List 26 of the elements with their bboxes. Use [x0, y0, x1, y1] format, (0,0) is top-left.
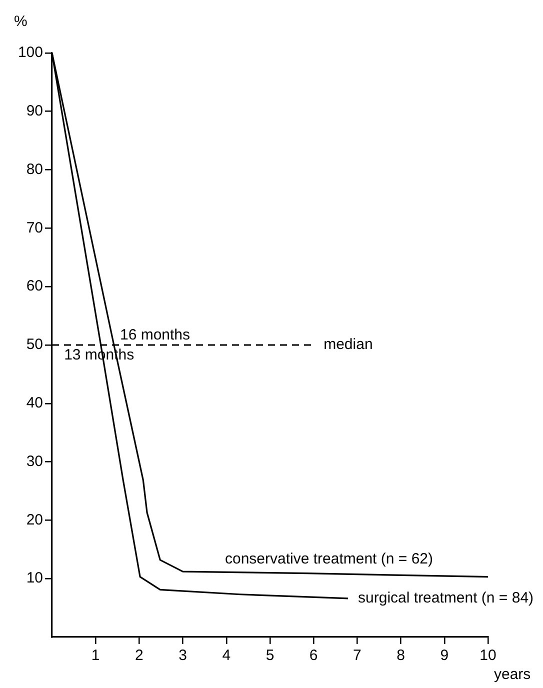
x-axis-title: years — [494, 666, 531, 684]
x-tick-label: 8 — [396, 647, 405, 664]
y-tick-label: 100 — [18, 44, 43, 62]
y-tick-label: 70 — [26, 219, 43, 236]
x-tick-label: 6 — [309, 647, 318, 664]
x-tick-label: 4 — [222, 647, 231, 664]
x-tick-label: 1 — [91, 647, 100, 664]
annotation: 16 months — [120, 326, 190, 344]
y-tick-label: 20 — [26, 511, 43, 528]
x-tick-label: 9 — [440, 647, 449, 664]
y-tick-label: 50 — [26, 336, 43, 354]
x-tick-label: 5 — [266, 647, 274, 664]
y-tick-label: 30 — [26, 452, 43, 470]
x-tick-label: 2 — [135, 647, 144, 664]
y-tick-label: 90 — [26, 102, 43, 120]
y-axis-title: % — [14, 13, 28, 30]
y-tick-label: 80 — [26, 160, 43, 178]
y-tick-label: 10 — [26, 570, 43, 587]
x-tick-label: 3 — [178, 647, 187, 664]
y-tick-label: 60 — [26, 278, 43, 295]
x-tick-label: 7 — [353, 647, 362, 664]
series-label: median — [324, 336, 373, 354]
series-label: conservative treatment (n = 62) — [224, 550, 434, 568]
x-tick-label: 10 — [480, 647, 496, 664]
series-label: surgical treatment (n = 84) — [358, 590, 534, 607]
y-tick-label: 40 — [26, 394, 43, 412]
